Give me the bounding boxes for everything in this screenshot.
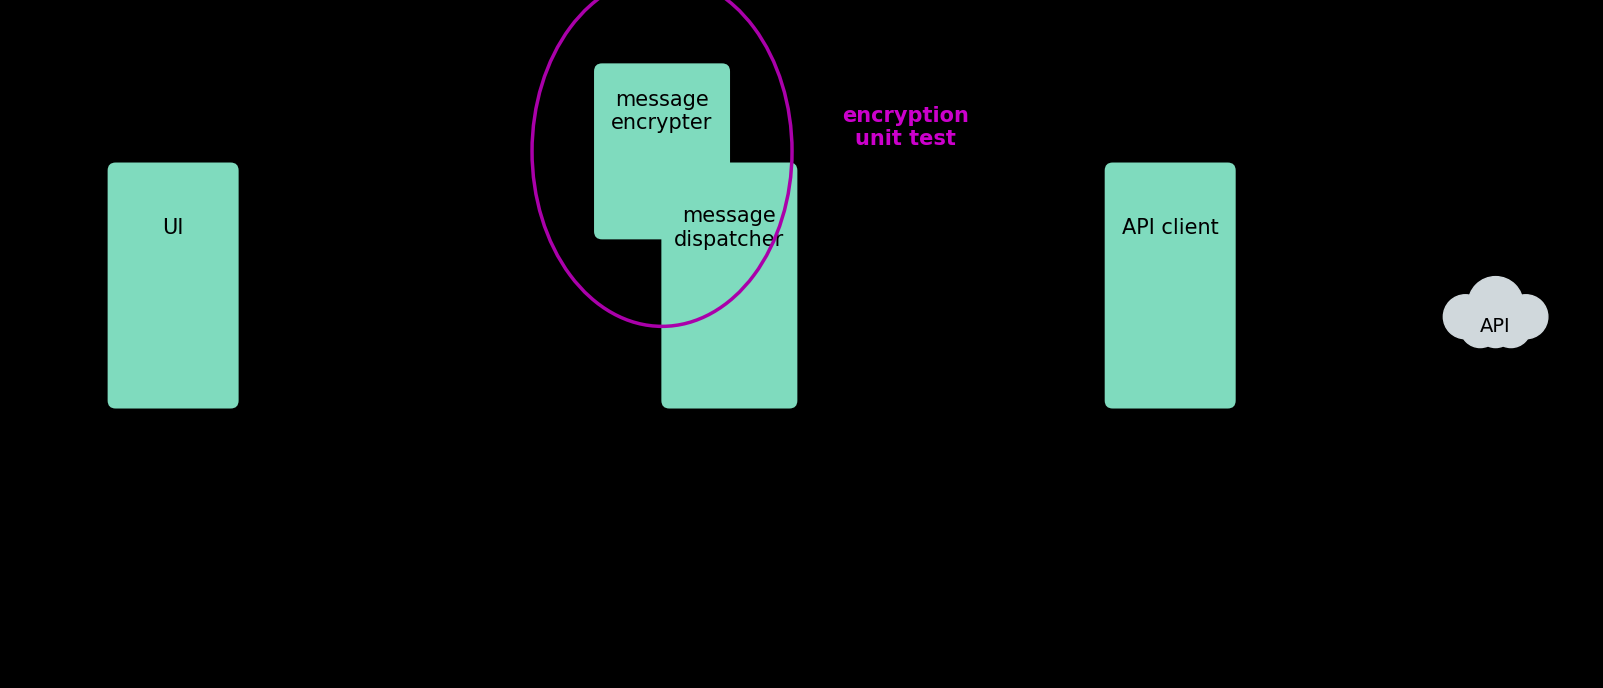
Circle shape <box>1491 308 1531 347</box>
Text: API client: API client <box>1122 218 1218 238</box>
Circle shape <box>1460 308 1500 347</box>
Circle shape <box>1504 294 1548 338</box>
Text: UI: UI <box>162 218 184 238</box>
Circle shape <box>1468 277 1523 332</box>
Text: message
encrypter: message encrypter <box>611 89 713 133</box>
FancyBboxPatch shape <box>107 162 239 409</box>
FancyBboxPatch shape <box>1104 162 1236 409</box>
Circle shape <box>1476 310 1515 347</box>
FancyBboxPatch shape <box>662 162 797 409</box>
FancyBboxPatch shape <box>595 63 729 239</box>
Circle shape <box>1443 294 1488 338</box>
Text: message
dispatcher: message dispatcher <box>675 206 784 250</box>
Text: encryption
unit test: encryption unit test <box>842 106 970 149</box>
Text: API: API <box>1480 316 1512 336</box>
